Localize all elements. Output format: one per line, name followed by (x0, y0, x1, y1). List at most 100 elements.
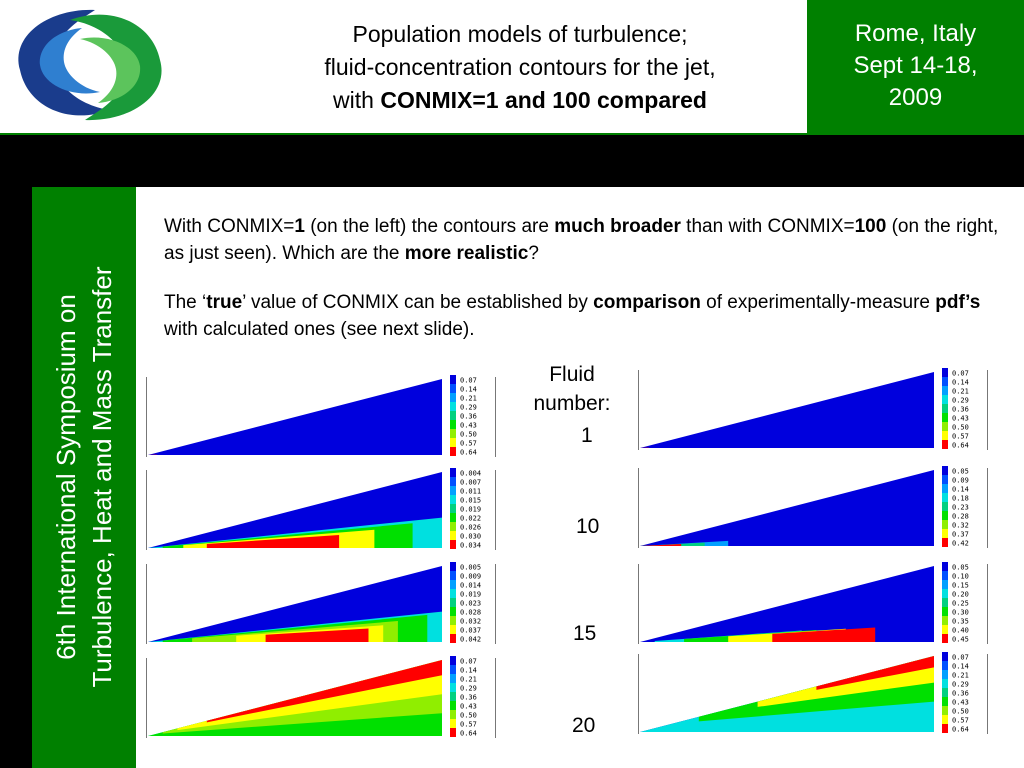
legend-label: 0.43 (952, 699, 969, 707)
sidebar-symposium-name: 6th International Symposium on Turbulenc… (48, 197, 120, 757)
fluid-label-line-1: Fluid (549, 363, 595, 386)
logo-swirl-icon (18, 9, 162, 121)
paragraph-2: The ‘true’ value of CONMIX can be establ… (164, 289, 1004, 343)
p1-bold-1: 1 (294, 216, 305, 237)
legend-swatch (450, 665, 456, 674)
contour-plot-right-fluid-1: 0.07 0.14 0.21 0.29 0.36 0.43 0.50 0.57 0.64 (638, 364, 990, 454)
contour-band (816, 656, 934, 690)
legend-label: 0.50 (460, 431, 477, 439)
legend-swatch (450, 531, 456, 540)
legend-label: 0.57 (952, 433, 969, 441)
legend-label: 0.14 (460, 386, 477, 394)
legend-label: 0.07 (952, 370, 969, 378)
legend-swatch (942, 386, 948, 395)
legend-swatch (942, 661, 948, 670)
legend-swatch (450, 701, 456, 710)
p2-text-1: The ‘ (164, 292, 207, 313)
contour-plot-left-fluid-10: 0.004 0.007 0.011 0.015 0.019 0.022 0.026 0.030… (146, 464, 498, 554)
contour-wedge (640, 372, 934, 448)
legend-label: 0.07 (952, 654, 969, 662)
legend-label: 0.07 (460, 377, 477, 385)
legend-swatch (942, 431, 948, 440)
legend-label: 0.005 (460, 564, 481, 572)
legend-swatch (942, 475, 948, 484)
legend-label: 0.034 (460, 542, 481, 550)
legend-label: 0.10 (952, 573, 969, 581)
legend-label: 0.28 (952, 513, 969, 521)
legend-swatch (450, 571, 456, 580)
fluid-number-20: 20 (572, 714, 596, 737)
legend-label: 0.15 (952, 582, 969, 590)
contour-svg: 0.070.140.210.290.360.430.500.570.64 (640, 368, 969, 450)
venue-city: Rome, Italy (854, 20, 977, 47)
legend-label: 0.29 (460, 404, 477, 412)
p2-bold-3: pdf’s (935, 292, 981, 313)
header-divider (0, 133, 807, 135)
legend-swatch (942, 670, 948, 679)
symposium-logo (0, 0, 183, 133)
contour-plot-left-fluid-20: 0.07 0.14 0.21 0.29 0.36 0.43 0.50 0.57 0.64 (146, 652, 498, 742)
legend-label: 0.50 (460, 712, 477, 720)
contour-wedge (640, 470, 934, 546)
legend-swatch (942, 404, 948, 413)
legend-swatch (450, 486, 456, 495)
legend-swatch (450, 384, 456, 393)
legend-label: 0.21 (460, 395, 477, 403)
legend-label: 0.05 (952, 564, 969, 572)
legend-swatch (942, 520, 948, 529)
legend-label: 0.05 (952, 468, 969, 476)
legend-swatch (942, 598, 948, 607)
legend-label: 0.21 (460, 676, 477, 684)
contour-svg: 0.0050.0090.0140.0190.0230.0280.0320.037… (148, 562, 481, 644)
contour-plot-right-fluid-10: 0.05 0.09 0.14 0.18 0.23 0.28 0.32 0.37 0.42 (638, 462, 990, 552)
legend-label: 0.07 (460, 658, 477, 666)
legend-swatch (942, 625, 948, 634)
legend-label: 0.30 (952, 609, 969, 617)
legend-label: 0.007 (460, 479, 481, 487)
legend-label: 0.57 (460, 440, 477, 448)
p1-bold-3: 100 (854, 216, 887, 237)
legend-label: 0.64 (460, 449, 477, 457)
legend-label: 0.64 (952, 442, 969, 450)
legend-swatch (942, 529, 948, 538)
legend-swatch (942, 571, 948, 580)
legend-label: 0.011 (460, 488, 481, 496)
contour-svg: 0.0040.0070.0110.0150.0190.0220.0260.030… (148, 468, 481, 550)
contour-band (640, 540, 729, 546)
legend-label: 0.29 (460, 685, 477, 693)
title-line-3: with CONMIX=1 and 100 compared (240, 84, 800, 117)
legend-swatch (450, 411, 456, 420)
legend-swatch (942, 589, 948, 598)
legend-swatch (942, 484, 948, 493)
legend-swatch (942, 697, 948, 706)
sidebar-line-2: Turbulence, Heat and Mass Transfer (87, 266, 117, 688)
legend-label: 0.023 (460, 600, 481, 608)
legend-swatch (942, 580, 948, 589)
legend-swatch (450, 719, 456, 728)
legend-label: 0.43 (952, 415, 969, 423)
legend-label: 0.022 (460, 515, 481, 523)
legend-swatch (450, 402, 456, 411)
legend-swatch (450, 393, 456, 402)
p1-text-3: than with CONMIX= (680, 216, 855, 237)
legend-swatch (942, 395, 948, 404)
legend-swatch (450, 495, 456, 504)
legend-swatch (942, 706, 948, 715)
legend-swatch (450, 468, 456, 477)
legend-label: 0.42 (952, 540, 969, 548)
legend-swatch (942, 616, 948, 625)
legend-label: 0.50 (952, 424, 969, 432)
legend-label: 0.14 (952, 486, 969, 494)
legend-swatch (450, 477, 456, 486)
legend-label: 0.25 (952, 600, 969, 608)
legend-label: 0.36 (460, 694, 477, 702)
contour-svg: 0.050.100.150.200.250.300.350.400.45 (640, 562, 969, 644)
contour-wedge (640, 566, 934, 642)
fluid-number-label: Fluid number: (520, 360, 624, 418)
contour-band (265, 628, 369, 642)
legend-swatch (450, 513, 456, 522)
legend-label: 0.030 (460, 533, 481, 541)
contour-svg: 0.070.140.210.290.360.430.500.570.64 (640, 652, 969, 734)
legend-swatch (450, 589, 456, 598)
fluid-number-15: 15 (573, 622, 597, 645)
